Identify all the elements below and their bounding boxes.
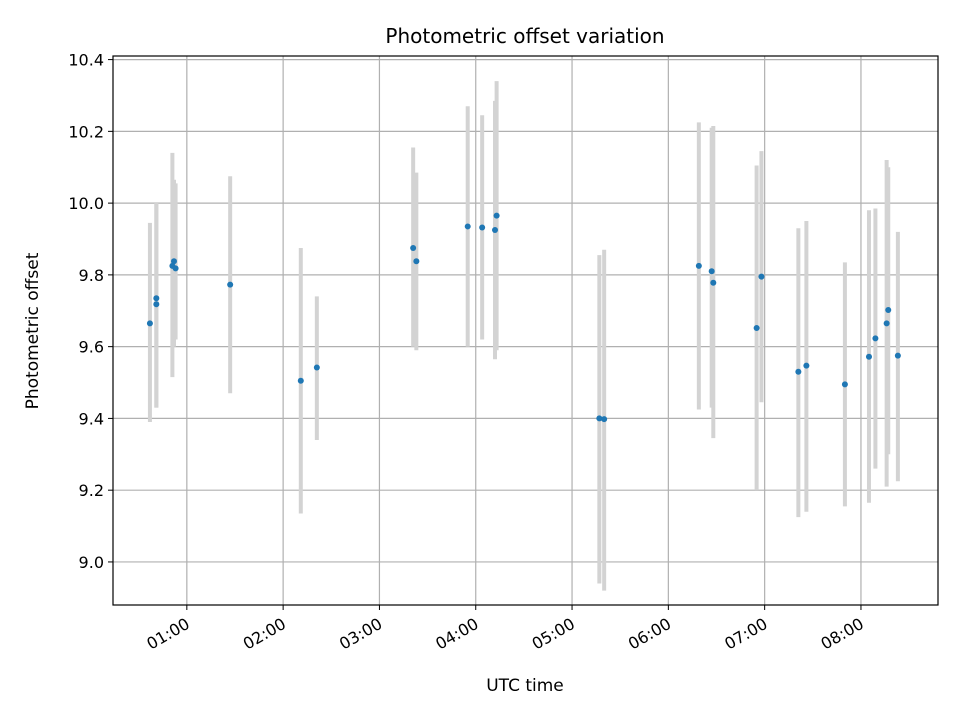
data-point bbox=[413, 258, 420, 265]
data-point bbox=[708, 268, 715, 275]
data-point bbox=[894, 352, 901, 359]
data-point bbox=[753, 324, 760, 331]
grid-lines bbox=[113, 56, 938, 605]
y-tick-label: 9.8 bbox=[79, 266, 104, 285]
y-tick-label: 10.0 bbox=[68, 194, 104, 213]
data-point bbox=[492, 227, 499, 234]
data-point bbox=[865, 353, 872, 360]
data-point bbox=[885, 307, 892, 314]
data-point bbox=[795, 368, 802, 375]
data-point bbox=[710, 279, 717, 286]
data-point bbox=[872, 335, 879, 342]
y-tick-label: 9.2 bbox=[79, 481, 104, 500]
data-point bbox=[464, 223, 471, 230]
chart-title: Photometric offset variation bbox=[385, 24, 664, 48]
data-point bbox=[601, 416, 608, 423]
data-point bbox=[410, 244, 417, 251]
y-tick-label: 9.6 bbox=[79, 338, 104, 357]
data-point bbox=[596, 415, 603, 422]
data-point bbox=[758, 273, 765, 280]
data-point bbox=[841, 381, 848, 388]
y-tick-label: 10.2 bbox=[68, 122, 104, 141]
data-point bbox=[297, 377, 304, 384]
data-points bbox=[146, 212, 901, 423]
y-tick-label: 9.4 bbox=[79, 409, 104, 428]
data-point bbox=[227, 281, 234, 288]
data-point bbox=[153, 301, 160, 308]
y-axis-ticks: 9.0 9.2 9.4 9.6 9.8 10.0 10.2 10.4 bbox=[68, 51, 113, 572]
y-axis-title: Photometric offset bbox=[23, 252, 43, 409]
data-point bbox=[803, 362, 810, 369]
data-point bbox=[170, 258, 177, 265]
data-point bbox=[313, 364, 320, 371]
data-point bbox=[695, 262, 702, 269]
data-point bbox=[172, 265, 179, 272]
data-point bbox=[153, 295, 160, 302]
data-point bbox=[493, 212, 500, 219]
y-tick-label: 10.4 bbox=[68, 51, 104, 70]
x-axis-title: UTC time bbox=[486, 676, 564, 696]
y-tick-label: 9.0 bbox=[79, 553, 104, 572]
data-point bbox=[883, 320, 890, 327]
data-point bbox=[479, 224, 486, 231]
plot-frame bbox=[112, 55, 939, 606]
data-point bbox=[146, 320, 153, 327]
